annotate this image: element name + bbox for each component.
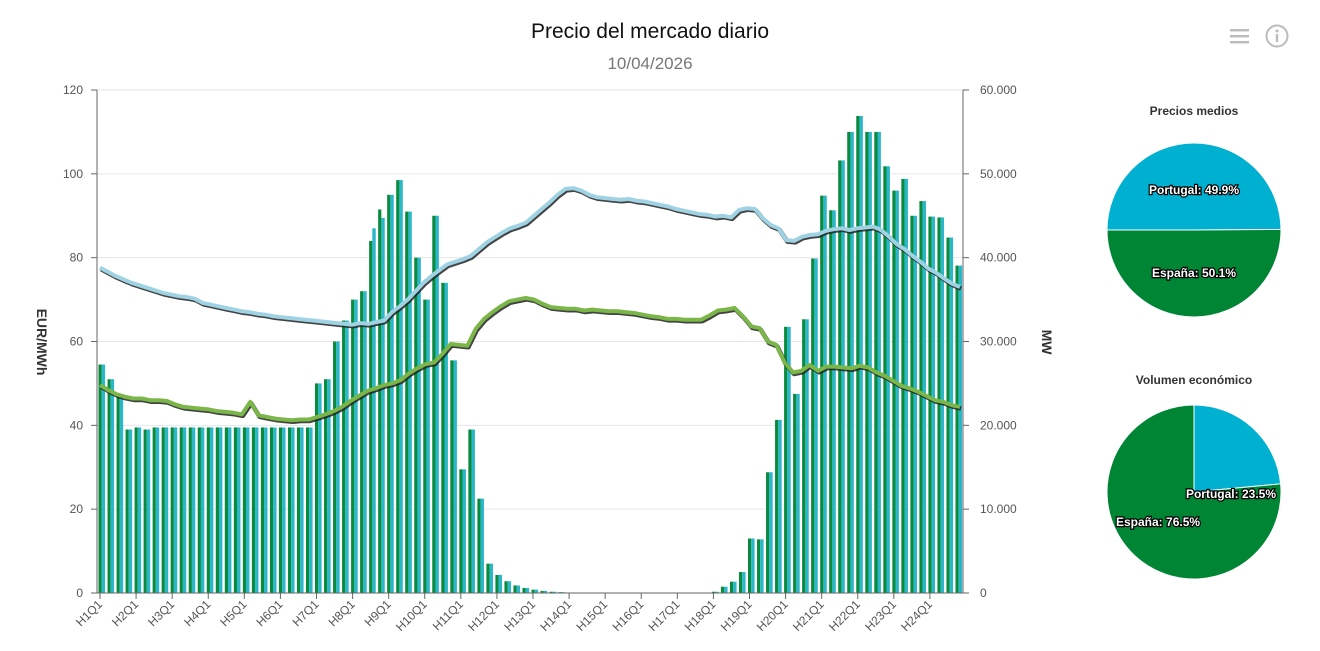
svg-text:80: 80	[70, 251, 84, 265]
chart-title: Precio del mercado diario	[530, 20, 770, 43]
mw-lines	[98, 186, 962, 425]
svg-text:H14Q1: H14Q1	[537, 597, 574, 634]
svg-text:40.000: 40.000	[980, 251, 1017, 265]
svg-text:H12Q1: H12Q1	[465, 597, 502, 634]
svg-text:H23Q1: H23Q1	[862, 597, 899, 634]
y-axis-label-left: EUR/MWh	[34, 309, 50, 376]
svg-text:H16Q1: H16Q1	[610, 597, 647, 634]
svg-text:40: 40	[70, 418, 84, 432]
svg-text:20: 20	[70, 502, 84, 516]
svg-text:H13Q1: H13Q1	[501, 597, 538, 634]
svg-text:H8Q1: H8Q1	[326, 597, 358, 629]
svg-text:H24Q1: H24Q1	[898, 597, 935, 634]
pie-label-espana: España: 76.5%	[1116, 515, 1200, 529]
svg-text:0: 0	[980, 586, 987, 600]
svg-text:50.000: 50.000	[980, 167, 1017, 181]
svg-text:H20Q1: H20Q1	[754, 597, 791, 634]
svg-text:H7Q1: H7Q1	[290, 597, 322, 629]
info-circle-icon[interactable]	[1265, 24, 1289, 48]
svg-text:H4Q1: H4Q1	[181, 597, 213, 629]
grid-lines	[97, 89, 963, 510]
pie-slice-portugal[interactable]	[1106, 142, 1282, 231]
svg-text:60: 60	[70, 335, 84, 349]
svg-text:H19Q1: H19Q1	[718, 597, 755, 634]
svg-text:H22Q1: H22Q1	[826, 597, 863, 634]
chart-subtitle-date: 10/04/2026	[607, 54, 693, 73]
svg-text:H21Q1: H21Q1	[790, 597, 827, 634]
svg-text:H17Q1: H17Q1	[646, 597, 683, 634]
pie-label-portugal: Portugal: 49.9%	[1149, 183, 1239, 197]
svg-text:10.000: 10.000	[980, 502, 1017, 516]
svg-text:120: 120	[63, 83, 83, 97]
pie-slice-espana[interactable]	[1106, 228, 1282, 318]
hamburger-menu-icon[interactable]	[1229, 27, 1251, 45]
pie-title-precios-medios: Precios medios	[1149, 104, 1239, 118]
pie-label-portugal: Portugal: 23.5%	[1186, 487, 1276, 501]
pie-volumen-economico: Portugal: 23.5% España: 76.5%	[1106, 404, 1282, 580]
svg-text:H9Q1: H9Q1	[362, 597, 394, 629]
svg-text:H10Q1: H10Q1	[393, 597, 430, 634]
svg-text:H6Q1: H6Q1	[253, 597, 285, 629]
svg-text:H5Q1: H5Q1	[217, 597, 249, 629]
svg-text:20.000: 20.000	[980, 418, 1017, 432]
svg-text:100: 100	[63, 167, 83, 181]
svg-text:H18Q1: H18Q1	[682, 597, 719, 634]
svg-text:60.000: 60.000	[980, 83, 1017, 97]
pie-precios-medios: Portugal: 49.9% España: 50.1%	[1106, 142, 1282, 318]
price-bars	[98, 115, 963, 594]
svg-text:0: 0	[76, 586, 83, 600]
pie-label-espana: España: 50.1%	[1152, 266, 1236, 280]
y-axis-label-right: MW	[1039, 330, 1055, 356]
svg-text:H3Q1: H3Q1	[145, 597, 177, 629]
axes: 0 0 20 10.000 40 20.000 60 30.000 80 40.000 100 50.…	[63, 83, 1017, 634]
pie-title-volumen-economico: Volumen económico	[1135, 373, 1253, 387]
pie-slice-espana[interactable]	[1106, 404, 1282, 580]
svg-text:H2Q1: H2Q1	[109, 597, 141, 629]
svg-text:H1Q1: H1Q1	[73, 597, 105, 629]
svg-text:30.000: 30.000	[980, 335, 1017, 349]
svg-text:H15Q1: H15Q1	[573, 597, 610, 634]
svg-text:H11Q1: H11Q1	[430, 597, 466, 633]
pie-slice-portugal[interactable]	[1193, 404, 1282, 493]
